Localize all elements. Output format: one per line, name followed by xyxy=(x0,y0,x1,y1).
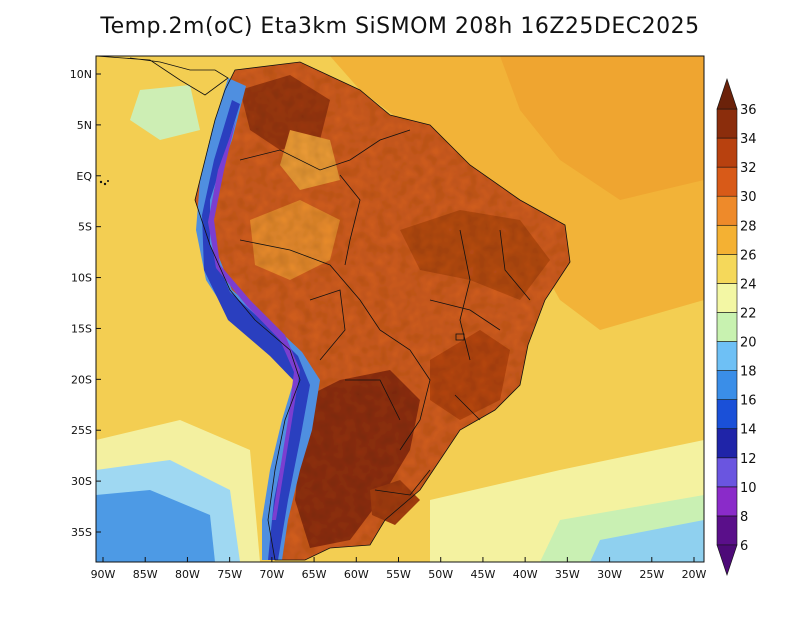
plot-frame xyxy=(95,55,705,563)
lat-tick-label: 30S xyxy=(71,475,92,488)
colorbar-segment xyxy=(716,341,738,371)
amazon-north-mild xyxy=(280,130,340,190)
colorbar-segment xyxy=(716,428,738,459)
andes-colder-band xyxy=(202,100,310,560)
colorbar-label: 12 xyxy=(740,452,757,467)
lon-tick-label: 70W xyxy=(259,568,284,581)
colorbar-top-arrow xyxy=(716,78,738,110)
colorbar-label: 16 xyxy=(740,394,757,409)
colorbar-label: 32 xyxy=(740,161,757,176)
lat-tick-label: 10S xyxy=(71,272,92,285)
southeast-brazil-hot xyxy=(430,330,510,420)
venezuela-hot-region xyxy=(240,75,330,150)
colorbar-segment xyxy=(716,108,738,139)
galapagos-islands xyxy=(99,180,109,186)
lat-tick-label: 5N xyxy=(77,119,92,132)
colorbar-label: 28 xyxy=(740,219,757,234)
federal-district-border xyxy=(455,333,465,341)
latitude-axis: 10N 5N EQ 5S 10S 15S 20S 25S 30S 35S xyxy=(70,68,101,539)
pacific-coldest xyxy=(96,490,215,562)
lon-tick-label: 50W xyxy=(428,568,453,581)
longitude-axis: 90W 85W 80W 75W 70W 65W 60W 55W 50W 45W 40W 35W 30W 2… xyxy=(91,557,707,581)
lon-tick-label: 90W xyxy=(91,568,116,581)
colorbar-label: 6 xyxy=(740,539,748,554)
colorbar-segment xyxy=(716,254,738,284)
colorbar-label: 18 xyxy=(740,365,757,380)
lat-tick-label: 15S xyxy=(71,322,92,335)
colorbar-label: 10 xyxy=(740,481,757,496)
lon-tick-label: 30W xyxy=(597,568,622,581)
colorbar-label: 34 xyxy=(740,132,757,147)
lat-tick-label: 10N xyxy=(70,68,92,81)
lon-tick-label: 80W xyxy=(175,568,200,581)
country-borders xyxy=(194,61,571,561)
central-america-outline xyxy=(96,56,229,96)
south-atlantic-coldest xyxy=(590,520,704,562)
colorbar-segment xyxy=(716,399,738,430)
lon-tick-label: 35W xyxy=(555,568,580,581)
lon-tick-label: 75W xyxy=(217,568,242,581)
lon-tick-label: 45W xyxy=(470,568,495,581)
lat-tick-label: 25S xyxy=(71,424,92,437)
lon-tick-label: 65W xyxy=(302,568,327,581)
colorbar-label: 30 xyxy=(740,190,757,205)
chaco-hot-region xyxy=(295,370,420,548)
colorbar-segment xyxy=(716,195,738,226)
pacific-equatorial-cool xyxy=(130,85,200,140)
lon-tick-label: 40W xyxy=(513,568,538,581)
colorbar-label: 22 xyxy=(740,306,757,321)
colorbar: 6 8 10 12 14 16 18 20 22 24 26 28 30 32 34 36 xyxy=(716,78,757,576)
colorbar-label: 26 xyxy=(740,248,757,263)
colorbar-segment xyxy=(716,224,738,255)
lon-tick-label: 55W xyxy=(386,568,411,581)
colorbar-label: 20 xyxy=(740,336,757,351)
colorbar-segment xyxy=(716,457,738,488)
colorbar-bottom-arrow xyxy=(716,544,738,576)
atlantic-warmest-region xyxy=(500,56,704,200)
lon-tick-label: 25W xyxy=(639,568,664,581)
lat-tick-label: 20S xyxy=(71,373,92,386)
colorbar-segment xyxy=(716,137,738,168)
lat-tick-label: EQ xyxy=(76,170,92,183)
lat-tick-label: 35S xyxy=(71,526,92,539)
colorbar-segment xyxy=(716,486,738,517)
colorbar-label: 36 xyxy=(740,103,757,118)
lon-tick-label: 85W xyxy=(133,568,158,581)
lon-tick-label: 60W xyxy=(344,568,369,581)
colorbar-segment xyxy=(716,312,738,342)
map-title: Temp.2m(oC) Eta3km SiSMOM 208h 16Z25DEC2… xyxy=(100,14,700,39)
colorbar-segment xyxy=(716,283,738,313)
colorbar-label: 24 xyxy=(740,277,757,292)
lat-tick-label: 5S xyxy=(78,221,92,234)
northeast-brazil-hot xyxy=(400,210,550,300)
colorbar-segment xyxy=(716,166,738,197)
colorbar-label: 14 xyxy=(740,423,757,438)
temperature-field xyxy=(96,56,704,562)
colorbar-segment xyxy=(716,515,738,546)
colorbar-label: 8 xyxy=(740,510,748,525)
colorbar-segment xyxy=(716,370,738,400)
lon-tick-label: 20W xyxy=(682,568,707,581)
